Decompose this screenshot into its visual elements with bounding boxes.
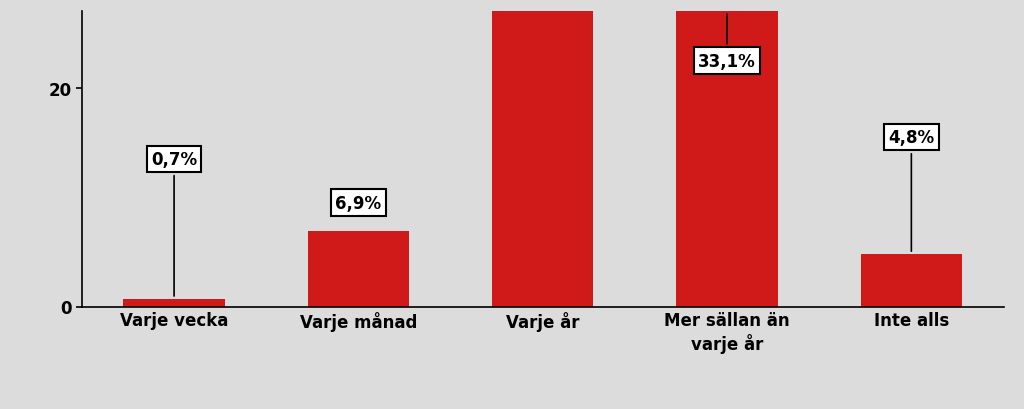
Bar <box>861 254 963 307</box>
Text: 33,1%: 33,1% <box>698 15 756 70</box>
Text: 4,8%: 4,8% <box>888 129 935 252</box>
Text: 0,7%: 0,7% <box>151 151 198 297</box>
Bar <box>493 0 594 307</box>
Text: 6,9%: 6,9% <box>335 194 382 212</box>
Bar <box>677 0 778 307</box>
Bar <box>123 299 225 307</box>
Bar <box>307 231 409 307</box>
